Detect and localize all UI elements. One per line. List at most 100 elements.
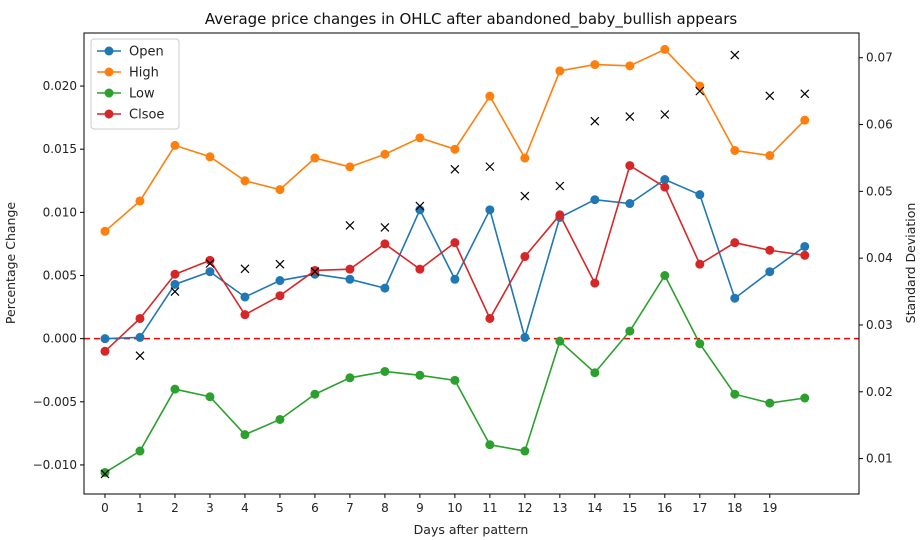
data-point-open (135, 332, 145, 342)
data-point-high (415, 133, 425, 143)
y-tick-label-right: 0.04 (866, 251, 893, 265)
x-tick-label: 19 (762, 501, 777, 515)
legend-label: High (129, 66, 159, 81)
data-point-low (765, 398, 775, 408)
data-point-low (590, 368, 600, 378)
data-point-clsoe (625, 161, 635, 171)
data-point-high (380, 149, 390, 159)
std-marker (800, 89, 810, 99)
data-point-high (590, 60, 600, 70)
std-marker (660, 110, 670, 119)
series-layer (100, 44, 810, 478)
data-point-low (800, 393, 810, 403)
data-point-high (100, 226, 110, 236)
std-marker-stroke (380, 222, 390, 232)
y-tick-label-right: 0.03 (866, 318, 893, 332)
std-marker (520, 191, 530, 201)
data-point-clsoe (520, 252, 530, 262)
data-point-clsoe (765, 245, 775, 255)
y-tick-label: 0.000 (43, 332, 77, 346)
data-point-clsoe (275, 291, 285, 301)
legend-item-clsoe: Clsoe (97, 108, 164, 123)
data-point-high (135, 196, 145, 206)
std-marker (275, 259, 285, 269)
x-tick-label: 12 (517, 501, 532, 515)
axes: 0 1 2 3 4 5 6 7 8 9 10 11 12 13 14 15 16 17 18 19−0.010−0.0… (33, 51, 893, 515)
std-marker (240, 264, 250, 274)
x-tick-label: 1 (136, 501, 144, 515)
data-point-clsoe (485, 313, 495, 323)
data-point-open (100, 334, 110, 344)
data-point-open (275, 276, 285, 286)
y-tick-label: −0.005 (33, 395, 77, 409)
std-marker (415, 201, 425, 211)
x-tick-label: 5 (276, 501, 284, 515)
x-tick-label: 10 (447, 501, 462, 515)
data-point-clsoe (660, 182, 670, 192)
y-tick-label-right: 0.05 (866, 184, 893, 198)
data-point-high (730, 145, 740, 155)
x-tick-label: 13 (552, 501, 567, 515)
data-point-open (170, 279, 180, 289)
data-point-open (765, 267, 775, 277)
data-point-low (485, 440, 495, 450)
x-tick-label: 2 (171, 501, 179, 515)
legend-item-open: Open (97, 45, 164, 60)
data-point-low (345, 373, 355, 383)
x-tick-label: 7 (346, 501, 354, 515)
legend-box (90, 38, 180, 130)
data-point-clsoe (205, 255, 215, 265)
x-tick-label: 15 (622, 501, 637, 515)
data-point-clsoe (170, 269, 180, 279)
data-point-open (520, 332, 530, 342)
legend-swatch-marker (104, 46, 114, 56)
data-point-clsoe (695, 259, 705, 269)
std-marker-stroke (625, 112, 635, 121)
series-clsoe (100, 161, 810, 356)
y-tick-label-right: 0.06 (866, 118, 893, 132)
data-point-open (205, 267, 215, 277)
plot-frame (83, 32, 860, 495)
x-tick-label: 6 (311, 501, 319, 515)
legend-label: Low (129, 87, 155, 102)
data-point-clsoe (135, 313, 145, 323)
std-marker-stroke (415, 201, 425, 211)
std-marker-stroke (240, 264, 250, 274)
y-tick-label: 0.015 (43, 142, 77, 156)
std-marker (135, 351, 145, 361)
data-point-clsoe (450, 238, 460, 248)
series-high (100, 44, 810, 236)
std-marker (170, 287, 180, 296)
data-point-clsoe (310, 265, 320, 275)
y-axis-label-right: Standard Deviation (903, 203, 918, 324)
std-marker (205, 259, 215, 268)
y-tick-label-right: 0.07 (866, 51, 893, 65)
x-tick-label: 3 (206, 501, 214, 515)
data-point-clsoe (345, 264, 355, 274)
data-point-low (275, 414, 285, 424)
data-point-open (240, 292, 250, 302)
data-point-open (450, 274, 460, 284)
std-marker-stroke (695, 86, 705, 96)
data-point-high (625, 61, 635, 71)
std-marker-stroke (660, 110, 670, 119)
data-point-low (555, 336, 565, 346)
data-point-high (555, 66, 565, 76)
data-point-high (800, 115, 810, 125)
data-point-clsoe (415, 264, 425, 274)
data-point-low (310, 389, 320, 399)
y-tick-label-right: 0.02 (866, 385, 893, 399)
data-point-high (520, 153, 530, 163)
x-tick-label: 8 (381, 501, 389, 515)
legend-label: Clsoe (129, 108, 164, 123)
y-axis-label: Percentage Change (3, 202, 18, 324)
data-point-low (135, 446, 145, 456)
data-point-low (660, 270, 670, 280)
data-point-low (380, 366, 390, 376)
data-point-open (730, 293, 740, 303)
x-tick-label: 18 (727, 501, 742, 515)
data-point-clsoe (380, 239, 390, 249)
data-point-open (695, 190, 705, 200)
std-marker (730, 50, 740, 60)
